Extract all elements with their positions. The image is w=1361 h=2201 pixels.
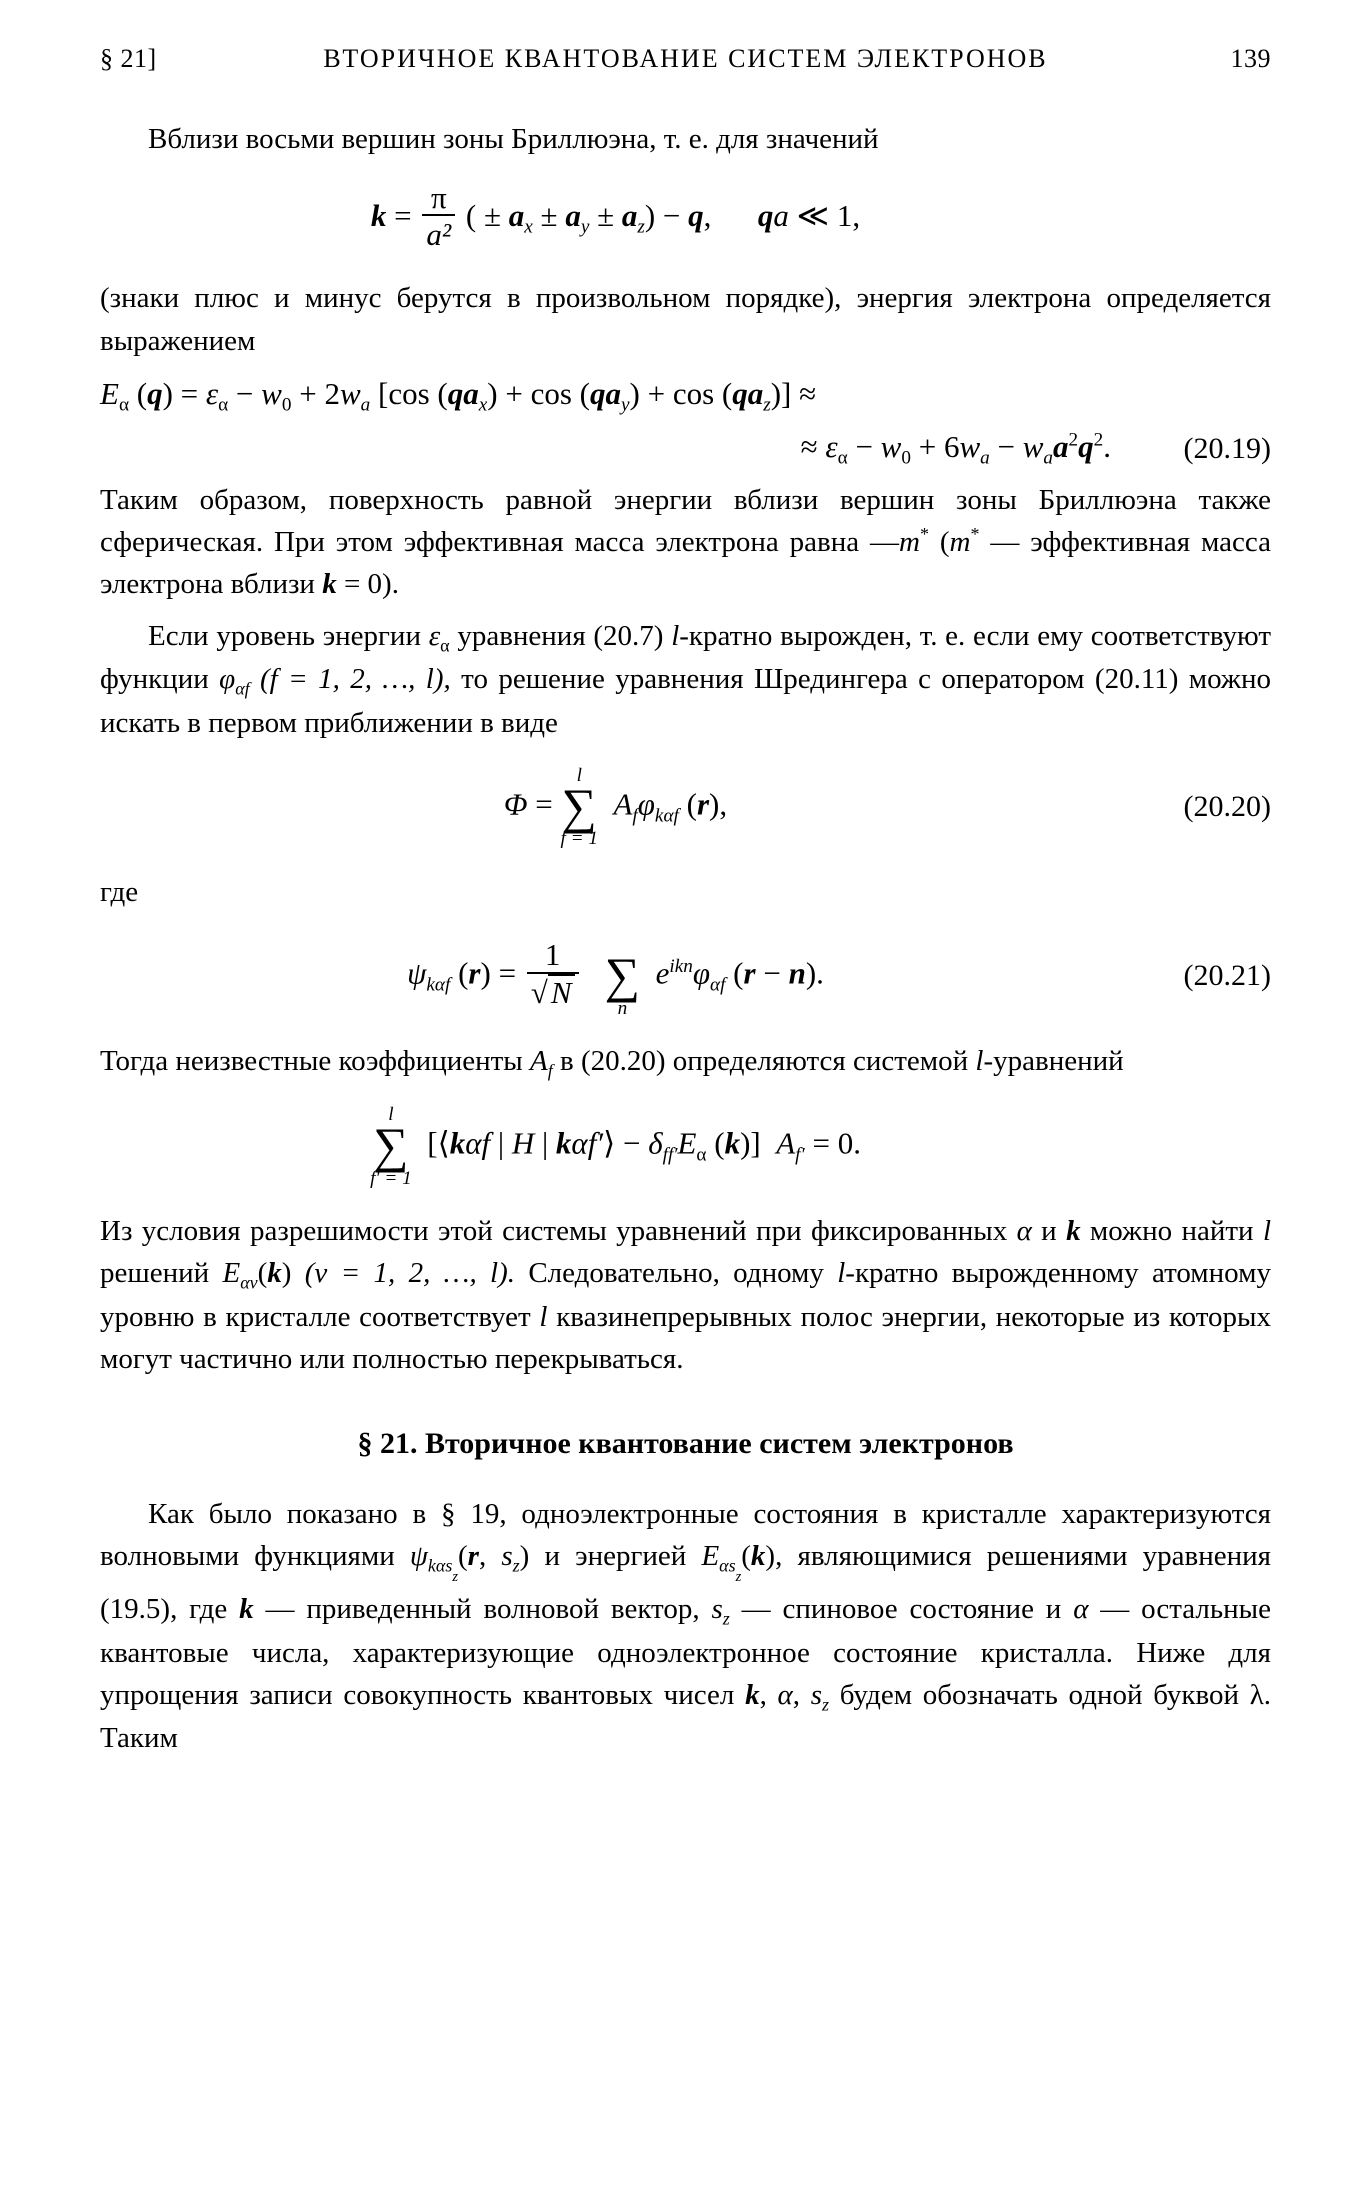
equation: k = π a² ( ± ax ± ay ± az) − q, qa ≪ 1, xyxy=(100,182,1271,256)
equation-number: (20.20) xyxy=(1131,785,1271,829)
equation-body: l ∑ f′ = 1 [⟨kαf | H | kαf′⟩ − δff′Eα (k… xyxy=(100,1105,1131,1188)
paragraph: Таким образом, поверхность равной энерги… xyxy=(100,479,1271,605)
equation: l ∑ f′ = 1 [⟨kαf | H | kαf′⟩ − δff′Eα (k… xyxy=(100,1105,1271,1188)
equation-number: (20.21) xyxy=(1131,954,1271,998)
paragraph: Вблизи восьми вершин зоны Бриллюэна, т. … xyxy=(100,118,1271,160)
paragraph: Как было показано в § 19, одноэлектронны… xyxy=(100,1493,1271,1759)
header-page-number: 139 xyxy=(1151,40,1271,78)
running-head: § 21] ВТОРИЧНОЕ КВАНТОВАНИЕ СИСТЕМ ЭЛЕКТ… xyxy=(100,40,1271,78)
paragraph: где xyxy=(100,871,1271,913)
paragraph: Если уровень энергии εα уравнения (20.7)… xyxy=(100,615,1271,744)
equation: ≈ εα − w0 + 6wa − waa2q2. (20.19) xyxy=(100,425,1271,473)
equation-number: (20.19) xyxy=(1131,427,1271,471)
header-title: ВТОРИЧНОЕ КВАНТОВАНИЕ СИСТЕМ ЭЛЕКТРОНОВ xyxy=(220,40,1151,78)
paragraph: Из условия разрешимости этой системы ура… xyxy=(100,1210,1271,1379)
equation-body: Eα (q) = εα − w0 + 2wa [cos (qax) + cos … xyxy=(100,372,1131,420)
equation: Φ = l ∑ f = 1 Afφkαf (r), (20.20) xyxy=(100,766,1271,849)
equation-body: ψkαf (r) = 1 √N ∑ n eiknφαf (r − n). xyxy=(100,935,1131,1018)
equation: Eα (q) = εα − w0 + 2wa [cos (qax) + cos … xyxy=(100,372,1271,420)
equation-body: k = π a² ( ± ax ± ay ± az) − q, qa ≪ 1, xyxy=(100,182,1131,256)
equation: ψkαf (r) = 1 √N ∑ n eiknφαf (r − n). (20… xyxy=(100,935,1271,1018)
paragraph: Тогда неизвестные коэффициенты Af в (20.… xyxy=(100,1040,1271,1083)
section-heading: § 21. Вторичное квантование систем элект… xyxy=(100,1422,1271,1466)
page: § 21] ВТОРИЧНОЕ КВАНТОВАНИЕ СИСТЕМ ЭЛЕКТ… xyxy=(0,0,1361,1829)
equation-body: ≈ εα − w0 + 6wa − waa2q2. xyxy=(100,425,1131,473)
paragraph: (знаки плюс и минус берутся в произвольн… xyxy=(100,277,1271,361)
equation-body: Φ = l ∑ f = 1 Afφkαf (r), xyxy=(100,766,1131,849)
header-section: § 21] xyxy=(100,40,220,78)
